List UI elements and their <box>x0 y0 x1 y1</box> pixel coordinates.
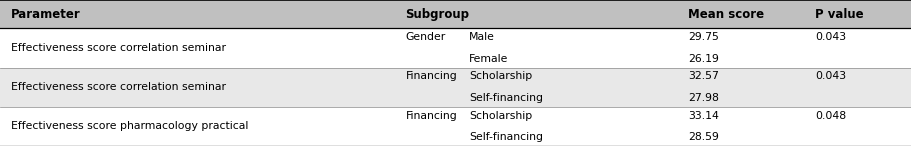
Text: Financing: Financing <box>405 71 457 81</box>
Text: 33.14: 33.14 <box>688 111 719 121</box>
FancyBboxPatch shape <box>0 0 911 28</box>
Text: 28.59: 28.59 <box>688 132 719 142</box>
Text: Subgroup: Subgroup <box>405 8 469 21</box>
Text: 0.043: 0.043 <box>815 32 846 42</box>
Text: 0.043: 0.043 <box>815 71 846 81</box>
FancyBboxPatch shape <box>0 28 911 68</box>
Text: Gender: Gender <box>405 32 445 42</box>
Text: Scholarship: Scholarship <box>469 71 532 81</box>
Text: Parameter: Parameter <box>11 8 81 21</box>
Text: Male: Male <box>469 32 495 42</box>
Text: Self-financing: Self-financing <box>469 93 543 103</box>
Text: 29.75: 29.75 <box>688 32 719 42</box>
Text: Self-financing: Self-financing <box>469 132 543 142</box>
Text: Mean score: Mean score <box>688 8 764 21</box>
Text: Female: Female <box>469 54 508 64</box>
Text: P value: P value <box>815 8 864 21</box>
Text: 27.98: 27.98 <box>688 93 719 103</box>
Text: Financing: Financing <box>405 111 457 121</box>
Text: Effectiveness score pharmacology practical: Effectiveness score pharmacology practic… <box>11 121 249 131</box>
FancyBboxPatch shape <box>0 68 911 107</box>
Text: Effectiveness score correlation seminar: Effectiveness score correlation seminar <box>11 82 226 92</box>
Text: 26.19: 26.19 <box>688 54 719 64</box>
Text: Effectiveness score correlation seminar: Effectiveness score correlation seminar <box>11 43 226 53</box>
Text: Scholarship: Scholarship <box>469 111 532 121</box>
Text: 32.57: 32.57 <box>688 71 719 81</box>
Text: 0.048: 0.048 <box>815 111 846 121</box>
FancyBboxPatch shape <box>0 107 911 146</box>
